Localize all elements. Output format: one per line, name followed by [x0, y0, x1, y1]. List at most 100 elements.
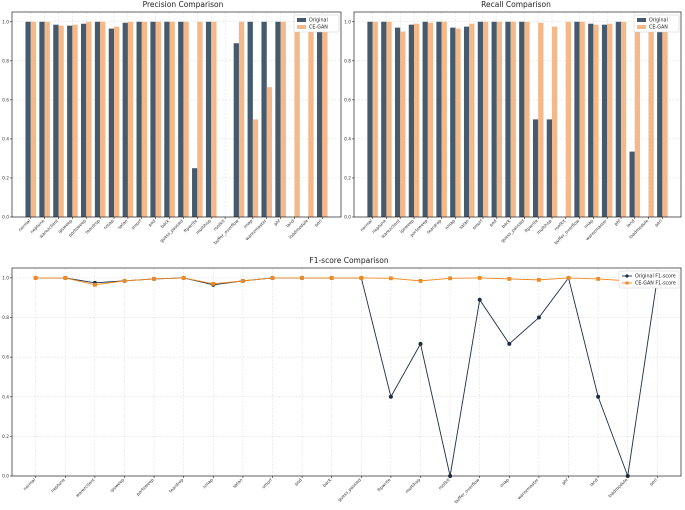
x-tick-label: back	[322, 477, 334, 489]
original-bar	[53, 24, 59, 217]
x-tick-label: ftpwrite	[376, 477, 392, 493]
cegan-bar	[280, 21, 286, 218]
cegan-bar	[607, 23, 613, 218]
cegan-bar	[238, 21, 245, 218]
recall-title: Recall Comparison	[481, 0, 551, 9]
cegan-bar	[266, 87, 273, 218]
x-tick-label: warezmaster	[516, 477, 540, 501]
x-tick-label: smurf	[261, 477, 274, 490]
y-tick-label: 0.0	[344, 215, 351, 221]
x-tick-label: phf	[561, 477, 571, 487]
cegan-f1-point	[359, 276, 364, 280]
cegan-bar	[662, 22, 668, 217]
plot-frame	[11, 267, 682, 477]
x-tick-label: imap	[583, 218, 595, 230]
original-bar	[367, 21, 373, 218]
original-bar	[233, 43, 239, 217]
y-tick-label: 1.0	[344, 19, 351, 25]
cegan-bar	[58, 25, 64, 217]
y-tick-label: 0.4	[344, 136, 351, 142]
x-tick-label: land	[625, 218, 636, 229]
cegan-bar	[127, 21, 134, 218]
cegan-f1-point	[596, 276, 601, 281]
cegan-bar	[44, 21, 50, 218]
cegan-f1-point	[152, 276, 156, 281]
original-bar	[450, 27, 456, 217]
cegan-bar	[169, 21, 175, 218]
x-tick-label: nmap	[103, 219, 115, 231]
cegan-f1-point	[122, 278, 127, 283]
x-tick-label: teardrop	[168, 477, 185, 494]
original-bar	[275, 21, 281, 218]
cegan-f1-point	[63, 276, 68, 280]
legend-marker	[625, 274, 629, 278]
x-tick-label: portsweep	[135, 477, 155, 497]
x-tick-label: pod	[294, 477, 304, 487]
legend-label: Original	[309, 18, 328, 24]
recall-chart: Recall Comparison 0.00.20.40.60.81.0norm…	[344, 0, 682, 246]
x-tick-label: buffer_overflow	[453, 477, 481, 505]
original-bar	[532, 119, 539, 217]
original-bar	[394, 27, 401, 217]
cegan-f1-point	[566, 276, 571, 280]
cegan-bar	[565, 21, 572, 218]
original-bar	[108, 28, 115, 217]
cegan-bar	[593, 24, 599, 217]
y-tick-label: 0.6	[2, 355, 9, 361]
cegan-f1-point	[477, 276, 482, 280]
original-bar	[491, 21, 497, 218]
original-bar	[261, 21, 267, 218]
original-bar	[615, 21, 621, 218]
original-bar	[519, 21, 525, 218]
cegan-bar	[648, 24, 654, 217]
y-tick-label: 0.8	[2, 315, 9, 321]
y-tick-label: 0.2	[2, 175, 9, 181]
cegan-bar	[441, 21, 447, 218]
original-f1-point	[418, 341, 423, 346]
cegan-bar	[141, 21, 148, 218]
cegan-bar	[197, 21, 203, 218]
cegan-bar	[427, 22, 434, 217]
cegan-bar	[294, 21, 300, 218]
legend-label: CE-GAN	[309, 25, 328, 31]
y-tick-label: 0.8	[344, 58, 351, 64]
legend-swatch	[297, 25, 306, 29]
cegan-bar	[252, 119, 259, 217]
x-tick-label: ipsweep	[109, 477, 126, 494]
original-f1-point	[477, 297, 482, 302]
x-tick-label: perl	[314, 218, 324, 228]
original-bar	[436, 21, 442, 218]
x-tick-label: pod	[147, 218, 157, 228]
cegan-bar	[400, 31, 406, 218]
original-bar	[546, 119, 552, 217]
original-bar	[463, 26, 470, 218]
x-tick-label: land	[589, 477, 600, 488]
original-bar	[601, 24, 608, 217]
x-tick-label: nmap	[445, 219, 457, 231]
cegan-f1-point	[329, 276, 334, 280]
cegan-f1-line	[35, 277, 658, 286]
original-bar	[316, 21, 323, 218]
x-tick-label: imap	[242, 218, 254, 230]
legend-swatch	[637, 18, 646, 22]
precision-chart: Precision Comparison 0.0 0.2 0.4 0.6 0.8 1.0 n…	[2, 0, 342, 246]
cegan-f1-point	[537, 277, 541, 282]
cegan-f1-point	[448, 276, 453, 281]
f1-title: F1-score Comparison	[309, 256, 388, 265]
original-bar	[80, 23, 87, 218]
cegan-bar	[483, 21, 489, 218]
y-tick-label: 0.0	[2, 215, 9, 221]
cegan-bar	[386, 21, 392, 218]
original-bar	[247, 21, 253, 218]
original-bar	[25, 21, 31, 218]
x-tick-label: multihop	[404, 477, 422, 495]
y-tick-label: 0.0	[2, 474, 9, 480]
cegan-bar	[496, 21, 503, 218]
original-bar	[67, 25, 73, 217]
x-tick-label: pod	[488, 218, 498, 228]
x-tick-label: guess_passwd	[159, 218, 185, 244]
x-tick-label: satan	[117, 218, 130, 231]
original-bar	[629, 151, 635, 217]
original-bar	[178, 21, 184, 218]
original-bar	[574, 21, 580, 218]
